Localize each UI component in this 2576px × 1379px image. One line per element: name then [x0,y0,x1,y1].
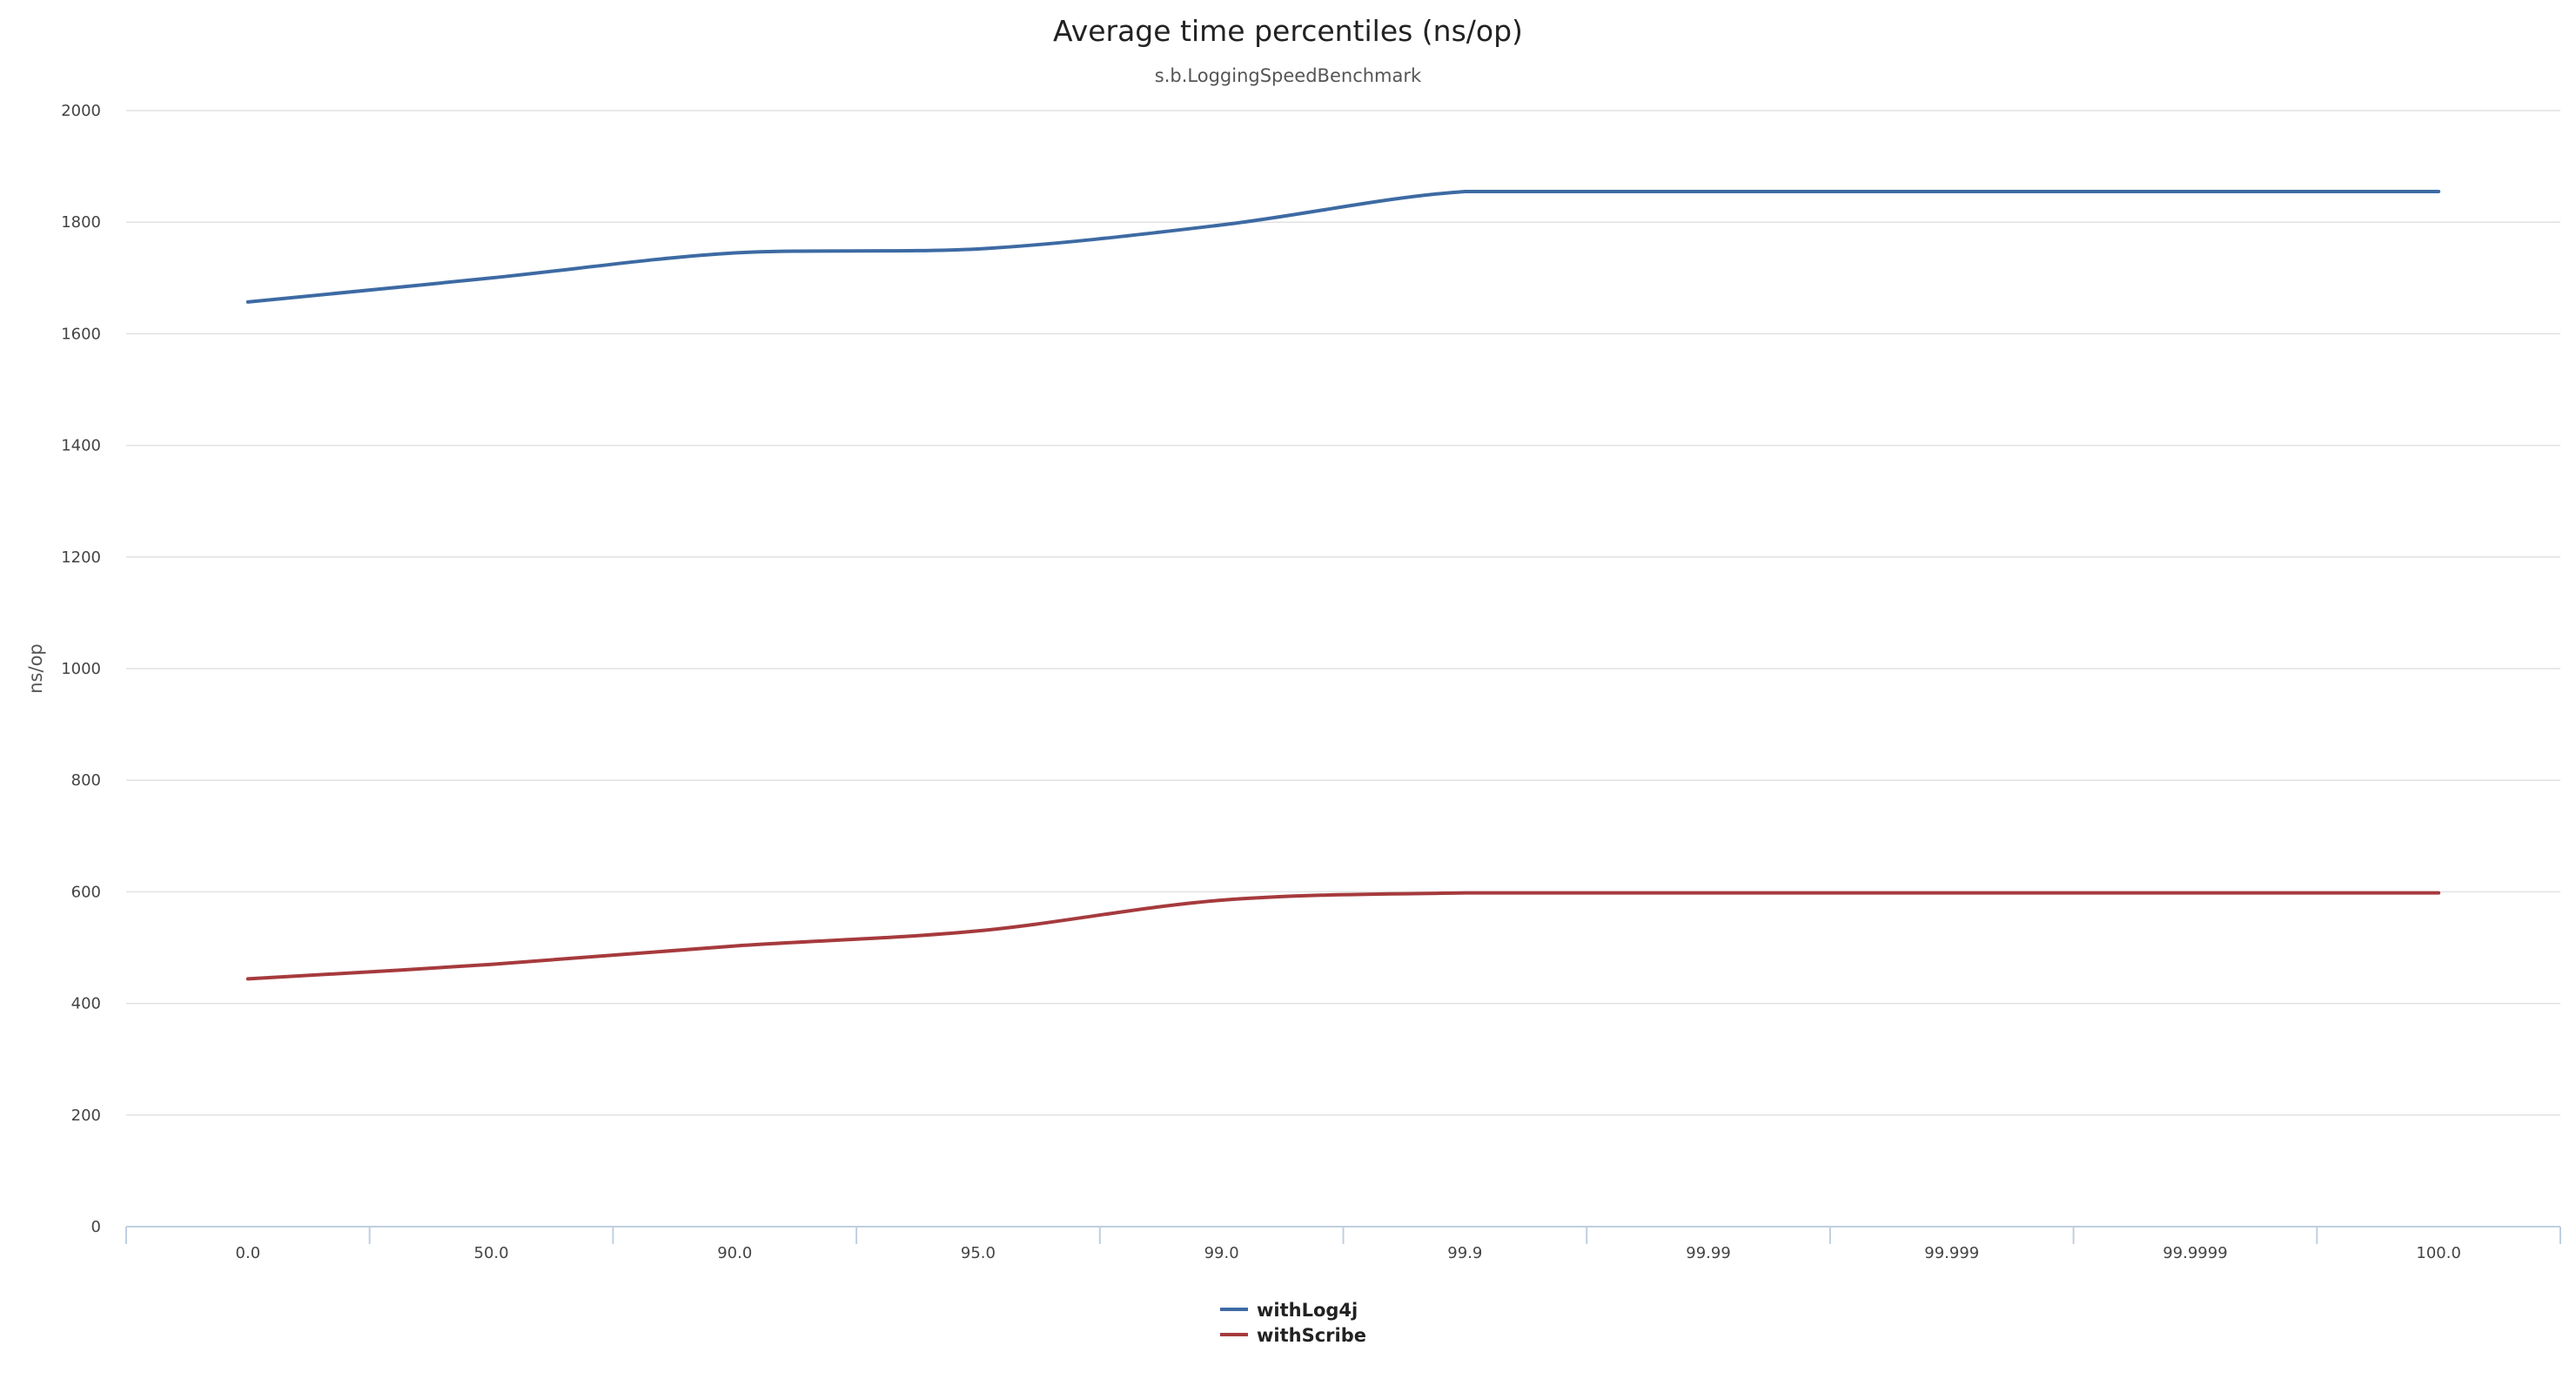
series-line-withLog4j [245,189,2441,304]
y-tick-label: 1800 [61,213,101,232]
chart-subtitle: s.b.LoggingSpeedBenchmark [1155,65,1422,86]
y-tick-label: 1000 [61,660,101,678]
gridlines [126,110,2560,1116]
x-tick-label: 99.0 [1204,1244,1239,1262]
y-tick-label: 400 [71,995,101,1013]
legend-label: withScribe [1257,1325,1366,1346]
x-tick-label: 99.999 [1924,1244,1979,1262]
y-tick-label: 1600 [61,325,101,343]
legend-item-withLog4j[interactable]: withLog4j [1220,1300,1358,1321]
y-tick-label: 600 [71,883,101,901]
x-tick-label: 90.0 [717,1244,752,1262]
y-tick-label: 1200 [61,548,101,567]
x-tick-label: 100.0 [2416,1244,2461,1262]
x-tick-label: 0.0 [236,1244,261,1262]
x-axis: 0.0 50.0 90.0 95.0 99.0 99.9 99.99 99.999 99.999… [125,1226,2561,1262]
y-tick-label: 200 [71,1107,101,1125]
x-tick-label: 95.0 [961,1244,996,1262]
y-axis-ticks: 0 200 400 600 800 1000 1200 1400 1600 1800 2000 [61,102,101,1236]
series-line-withScribe [245,891,2441,981]
series-lines [245,189,2441,981]
y-tick-label: 0 [91,1218,101,1236]
x-tick-label: 50.0 [474,1244,509,1262]
legend-label: withLog4j [1257,1300,1358,1321]
y-tick-label: 1400 [61,437,101,455]
x-tick-label: 99.99 [1686,1244,1731,1262]
x-tick-label: 99.9999 [2163,1244,2227,1262]
x-tick-label: 99.9 [1447,1244,1482,1262]
legend-item-withScribe[interactable]: withScribe [1220,1325,1366,1346]
y-axis-title: ns/op [25,643,46,694]
chart-title: Average time percentiles (ns/op) [1053,14,1523,48]
legend[interactable]: withLog4j withScribe [1220,1300,1366,1346]
y-tick-label: 2000 [61,102,101,120]
y-tick-label: 800 [71,771,101,790]
